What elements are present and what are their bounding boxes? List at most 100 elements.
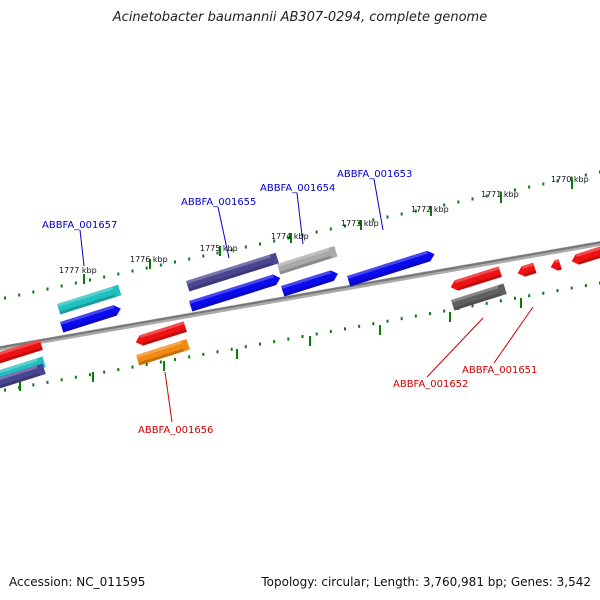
gene-label-abbfa_001654: ABBFA_001654	[260, 183, 335, 194]
tick-dot-upper	[471, 197, 474, 201]
gene-red-shade	[0, 346, 43, 364]
tick-dot-upper	[188, 257, 191, 261]
gene-labels: ABBFA_001657ABBFA_001655ABBFA_001654ABBF…	[42, 169, 537, 436]
gene-grey-shade	[279, 255, 332, 275]
major-tick	[290, 233, 292, 243]
gene-red-shine	[454, 266, 500, 284]
gene-red	[571, 243, 600, 265]
genome-summary: Topology: circular; Length: 3,760,981 bp…	[261, 575, 591, 589]
major-tick	[83, 274, 85, 284]
major-tick	[500, 193, 502, 203]
tick-dot-upper	[202, 254, 205, 258]
tick-dot-lower	[4, 388, 6, 392]
gene-cyan-shade	[59, 294, 116, 315]
gene-red-shade	[457, 273, 502, 291]
gene-blue-body	[281, 270, 338, 297]
gene-blue-shine	[281, 270, 332, 289]
gene-cyan-shine	[57, 286, 114, 307]
major-tick	[360, 220, 362, 230]
tick-dot-lower	[259, 342, 261, 346]
tick-dot-lower	[556, 289, 559, 293]
gene-cyan	[57, 284, 122, 315]
tick-dot-lower	[244, 345, 247, 349]
tick-dot-lower	[287, 337, 290, 341]
gene-cyan-body	[57, 284, 122, 315]
gene-red	[450, 266, 502, 291]
gene-label-abbfa_001655: ABBFA_001655	[181, 197, 256, 208]
gene-red-shade	[578, 251, 600, 265]
tick-dot-lower	[358, 324, 361, 328]
gene-navy-shade	[188, 262, 274, 292]
tick-dot-upper	[103, 275, 106, 279]
gene-blue-body	[347, 250, 435, 287]
gene-cyan-shine	[0, 358, 38, 376]
gene-navy-shade	[0, 372, 41, 391]
gene-navy-shine	[186, 254, 271, 284]
tick-dot-upper	[514, 188, 516, 192]
tick-dot-lower	[131, 365, 134, 369]
gene-red-shine	[521, 262, 535, 270]
tick-dot-lower	[485, 301, 488, 305]
tick-dot-upper	[556, 179, 559, 183]
label-leader-line	[79, 229, 85, 267]
major-tick	[309, 336, 311, 346]
gene-red-shine	[0, 339, 41, 357]
tick-dot-lower	[301, 335, 304, 338]
major-tick	[571, 179, 573, 189]
tick-dot-upper	[216, 251, 219, 255]
gene-label-abbfa_001657: ABBFA_001657	[42, 220, 117, 231]
kbp-tick-label: 1777 kbp	[59, 266, 97, 275]
tick-dot-lower	[145, 363, 148, 367]
gene-red-shine	[139, 321, 185, 339]
tick-dot-upper	[174, 260, 176, 264]
tick-dot-lower	[315, 332, 318, 336]
tick-dot-lower	[528, 294, 531, 298]
gene-red-body	[550, 258, 562, 271]
kbp-tick-label: 1773 kbp	[341, 219, 379, 228]
gene-blue-shade	[349, 258, 431, 287]
gene-red-body	[450, 266, 502, 291]
tick-dot-lower	[103, 370, 106, 374]
gene-grey-shine	[277, 247, 330, 267]
gene-orange-shine	[136, 340, 182, 358]
gene-blue-shine	[347, 250, 429, 279]
tick-dot-lower	[499, 299, 502, 303]
gene-blue	[347, 250, 435, 287]
tick-dot-lower	[117, 368, 120, 372]
tick-dot-lower	[570, 286, 573, 290]
tick-dot-upper	[46, 287, 49, 291]
tick-dot-lower	[514, 296, 516, 300]
tick-dot-upper	[74, 281, 77, 285]
gene-blue-shade	[62, 312, 117, 333]
tick-dot-lower	[584, 284, 587, 288]
gene-grey	[277, 245, 338, 275]
major-tick	[219, 246, 221, 256]
tick-dot-upper	[159, 263, 162, 267]
tick-dot-upper	[344, 224, 346, 228]
major-tick	[430, 206, 432, 216]
label-leader-line	[217, 206, 230, 259]
gene-orange	[136, 339, 190, 366]
gene-label-abbfa_001651: ABBFA_001651	[462, 365, 537, 376]
gene-red	[135, 321, 187, 346]
tick-dot-lower	[202, 352, 205, 356]
tick-dot-upper	[400, 212, 403, 216]
tick-dot-upper	[145, 266, 148, 270]
gene-navy-body	[0, 363, 46, 391]
tick-dot-upper	[259, 242, 261, 246]
gene-red	[550, 258, 562, 271]
tick-dot-lower	[216, 350, 219, 354]
tick-dot-upper	[528, 185, 531, 189]
gene-red-shine	[554, 258, 560, 264]
tick-dot-lower	[344, 327, 346, 331]
gene-label-abbfa_001653: ABBFA_001653	[337, 169, 412, 180]
tick-dot-upper	[542, 182, 545, 186]
gene-red-body	[571, 243, 600, 265]
tick-dot-lower	[273, 340, 276, 344]
major-tick	[236, 349, 238, 359]
gene-navy-body	[186, 252, 279, 292]
tick-dot-upper	[18, 293, 21, 297]
tick-dot-lower	[230, 347, 233, 351]
major-tick	[163, 361, 165, 371]
gene-red	[0, 339, 43, 364]
